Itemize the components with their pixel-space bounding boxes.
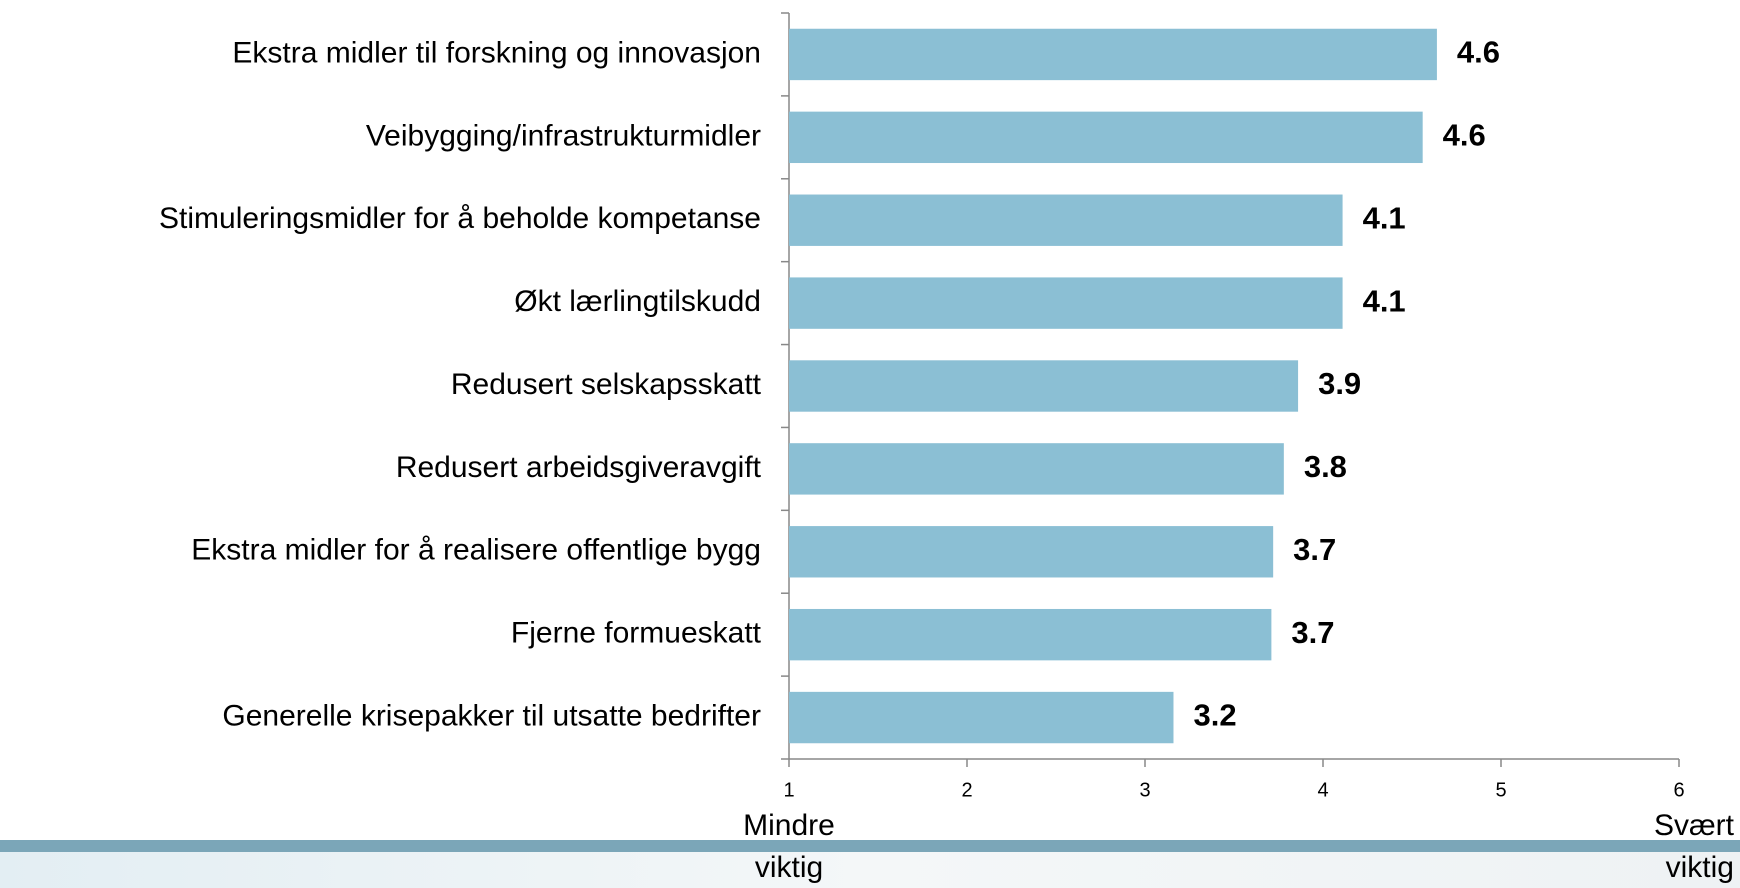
y-tick-label: Økt lærlingtilskudd <box>514 285 761 318</box>
y-tick-label: Redusert arbeidsgiveravgift <box>396 451 762 484</box>
value-label: 4.6 <box>1457 35 1500 70</box>
x-tick-label: 2 <box>961 779 972 801</box>
bar <box>789 29 1437 80</box>
y-tick-label: Ekstra midler til forskning og innovasjo… <box>232 36 761 69</box>
y-tick-label: Fjerne formueskatt <box>511 617 762 650</box>
bar <box>789 277 1343 328</box>
chart: 123456MindreviktigSværtviktigEkstra midl… <box>0 0 1740 888</box>
footer-band <box>0 840 1740 852</box>
bar <box>789 609 1271 660</box>
value-label: 3.8 <box>1304 449 1347 484</box>
bar <box>789 112 1423 163</box>
footer-background <box>0 852 1740 888</box>
value-label: 4.1 <box>1363 200 1406 235</box>
bar <box>789 526 1273 577</box>
value-label: 4.1 <box>1363 283 1406 318</box>
value-label: 4.6 <box>1443 118 1486 153</box>
x-tick-label: 4 <box>1317 779 1328 801</box>
x-tick-label: 3 <box>1139 779 1150 801</box>
x-tick-label: 1 <box>783 779 794 801</box>
value-label: 3.9 <box>1318 366 1361 401</box>
bar <box>789 692 1173 743</box>
y-tick-label: Ekstra midler for å realisere offentlige… <box>191 534 761 567</box>
y-tick-label: Redusert selskapsskatt <box>451 368 762 401</box>
value-label: 3.2 <box>1193 698 1236 733</box>
bar <box>789 443 1284 494</box>
value-label: 3.7 <box>1291 615 1334 650</box>
y-tick-label: Generelle krisepakker til utsatte bedrif… <box>222 699 761 732</box>
value-label: 3.7 <box>1293 532 1336 567</box>
bar <box>789 360 1298 411</box>
x-tick-label: 5 <box>1495 779 1506 801</box>
bar <box>789 195 1343 246</box>
x-tick-label: 6 <box>1673 779 1684 801</box>
y-tick-label: Stimuleringsmidler for å beholde kompeta… <box>159 202 761 235</box>
y-tick-label: Veibygging/infrastrukturmidler <box>366 119 761 152</box>
